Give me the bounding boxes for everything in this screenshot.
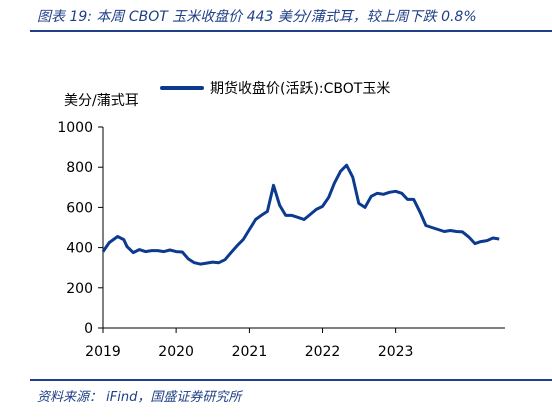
y-ticks: 0 200 400 600 800 1000 [57, 120, 103, 337]
source-note: 资料来源： iFind，国盛证券研究所 [37, 390, 242, 405]
x-tick-label: 2023 [378, 344, 414, 360]
source-rule [30, 379, 552, 381]
y-tick-label: 800 [66, 160, 93, 176]
y-tick-label: 200 [66, 281, 93, 297]
legend-label: 期货收盘价(活跃):CBOT玉米 [210, 80, 390, 97]
y-tick-label: 0 [84, 321, 93, 337]
x-tick-label: 2021 [232, 344, 268, 360]
y-tick-label: 1000 [57, 120, 93, 136]
y-tick-label: 400 [66, 241, 93, 257]
x-ticks: 2019 2020 2021 2022 2023 [85, 328, 413, 360]
y-axis-unit-label: 美分/蒲式耳 [64, 93, 139, 109]
x-tick-label: 2019 [85, 344, 121, 360]
x-tick-label: 2022 [305, 344, 341, 360]
y-axis: 0 200 400 600 800 1000 [57, 120, 104, 337]
x-tick-label: 2020 [158, 344, 194, 360]
x-axis: 2019 2020 2021 2022 2023 [85, 327, 505, 360]
y-tick-label: 600 [66, 200, 93, 216]
legend: 期货收盘价(活跃):CBOT玉米 [160, 80, 390, 97]
figure-title: 图表 19: 本周 CBOT 玉米收盘价 443 美分/蒲式耳，较上周下跌 0.… [37, 9, 477, 25]
title-rule [30, 30, 552, 32]
series-line-cbot-corn [101, 163, 500, 266]
